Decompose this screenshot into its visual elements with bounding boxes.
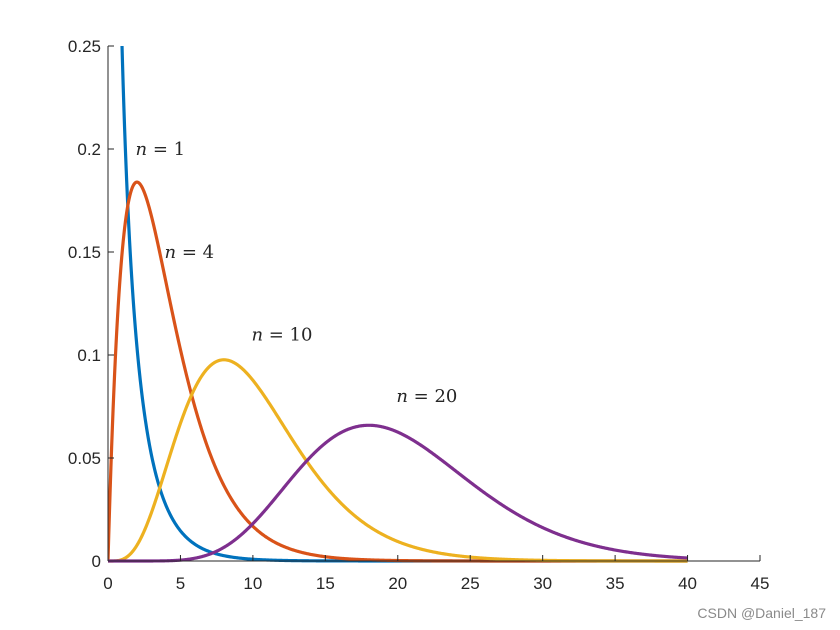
curve-annotations: n = 1 n = 4 n = 10 n = 20: [136, 139, 458, 407]
y-tick-label: 0.2: [77, 140, 101, 159]
y-tick-label: 0: [92, 552, 101, 571]
curve-dof-4: [108, 180, 689, 563]
x-tick-label: 25: [461, 574, 480, 593]
y-tick-label: 0.05: [68, 449, 101, 468]
curve-annotation: n = 1: [136, 139, 186, 160]
curve-dof-1: [120, 46, 689, 563]
axes: 0 5 10 15 20 25 30 35 40 45 0 0.05 0.1 0.15 0.2 0.25: [68, 37, 770, 593]
x-tick-label: 20: [388, 574, 407, 593]
x-tick-label: 0: [103, 574, 112, 593]
x-tick-label: 10: [243, 574, 262, 593]
y-ticks: 0 0.05 0.1 0.15 0.2 0.25: [68, 37, 114, 571]
curve-annotation: n = 4: [165, 242, 215, 263]
x-tick-label: 40: [678, 574, 697, 593]
y-tick-label: 0.15: [68, 243, 101, 262]
curve-annotation: n = 20: [396, 386, 457, 407]
y-tick-label: 0.25: [68, 37, 101, 56]
x-tick-label: 30: [533, 574, 552, 593]
curve-annotation: n = 10: [251, 324, 312, 345]
curve-dof-20: [108, 423, 689, 563]
y-tick-label: 0.1: [77, 346, 101, 365]
x-tick-label: 5: [176, 574, 185, 593]
x-ticks: 0 5 10 15 20 25 30 35 40 45: [103, 555, 769, 593]
x-tick-label: 35: [606, 574, 625, 593]
watermark: CSDN @Daniel_187: [697, 605, 826, 621]
x-tick-label: 45: [751, 574, 770, 593]
x-tick-label: 15: [316, 574, 335, 593]
plot-curves: [108, 46, 689, 563]
